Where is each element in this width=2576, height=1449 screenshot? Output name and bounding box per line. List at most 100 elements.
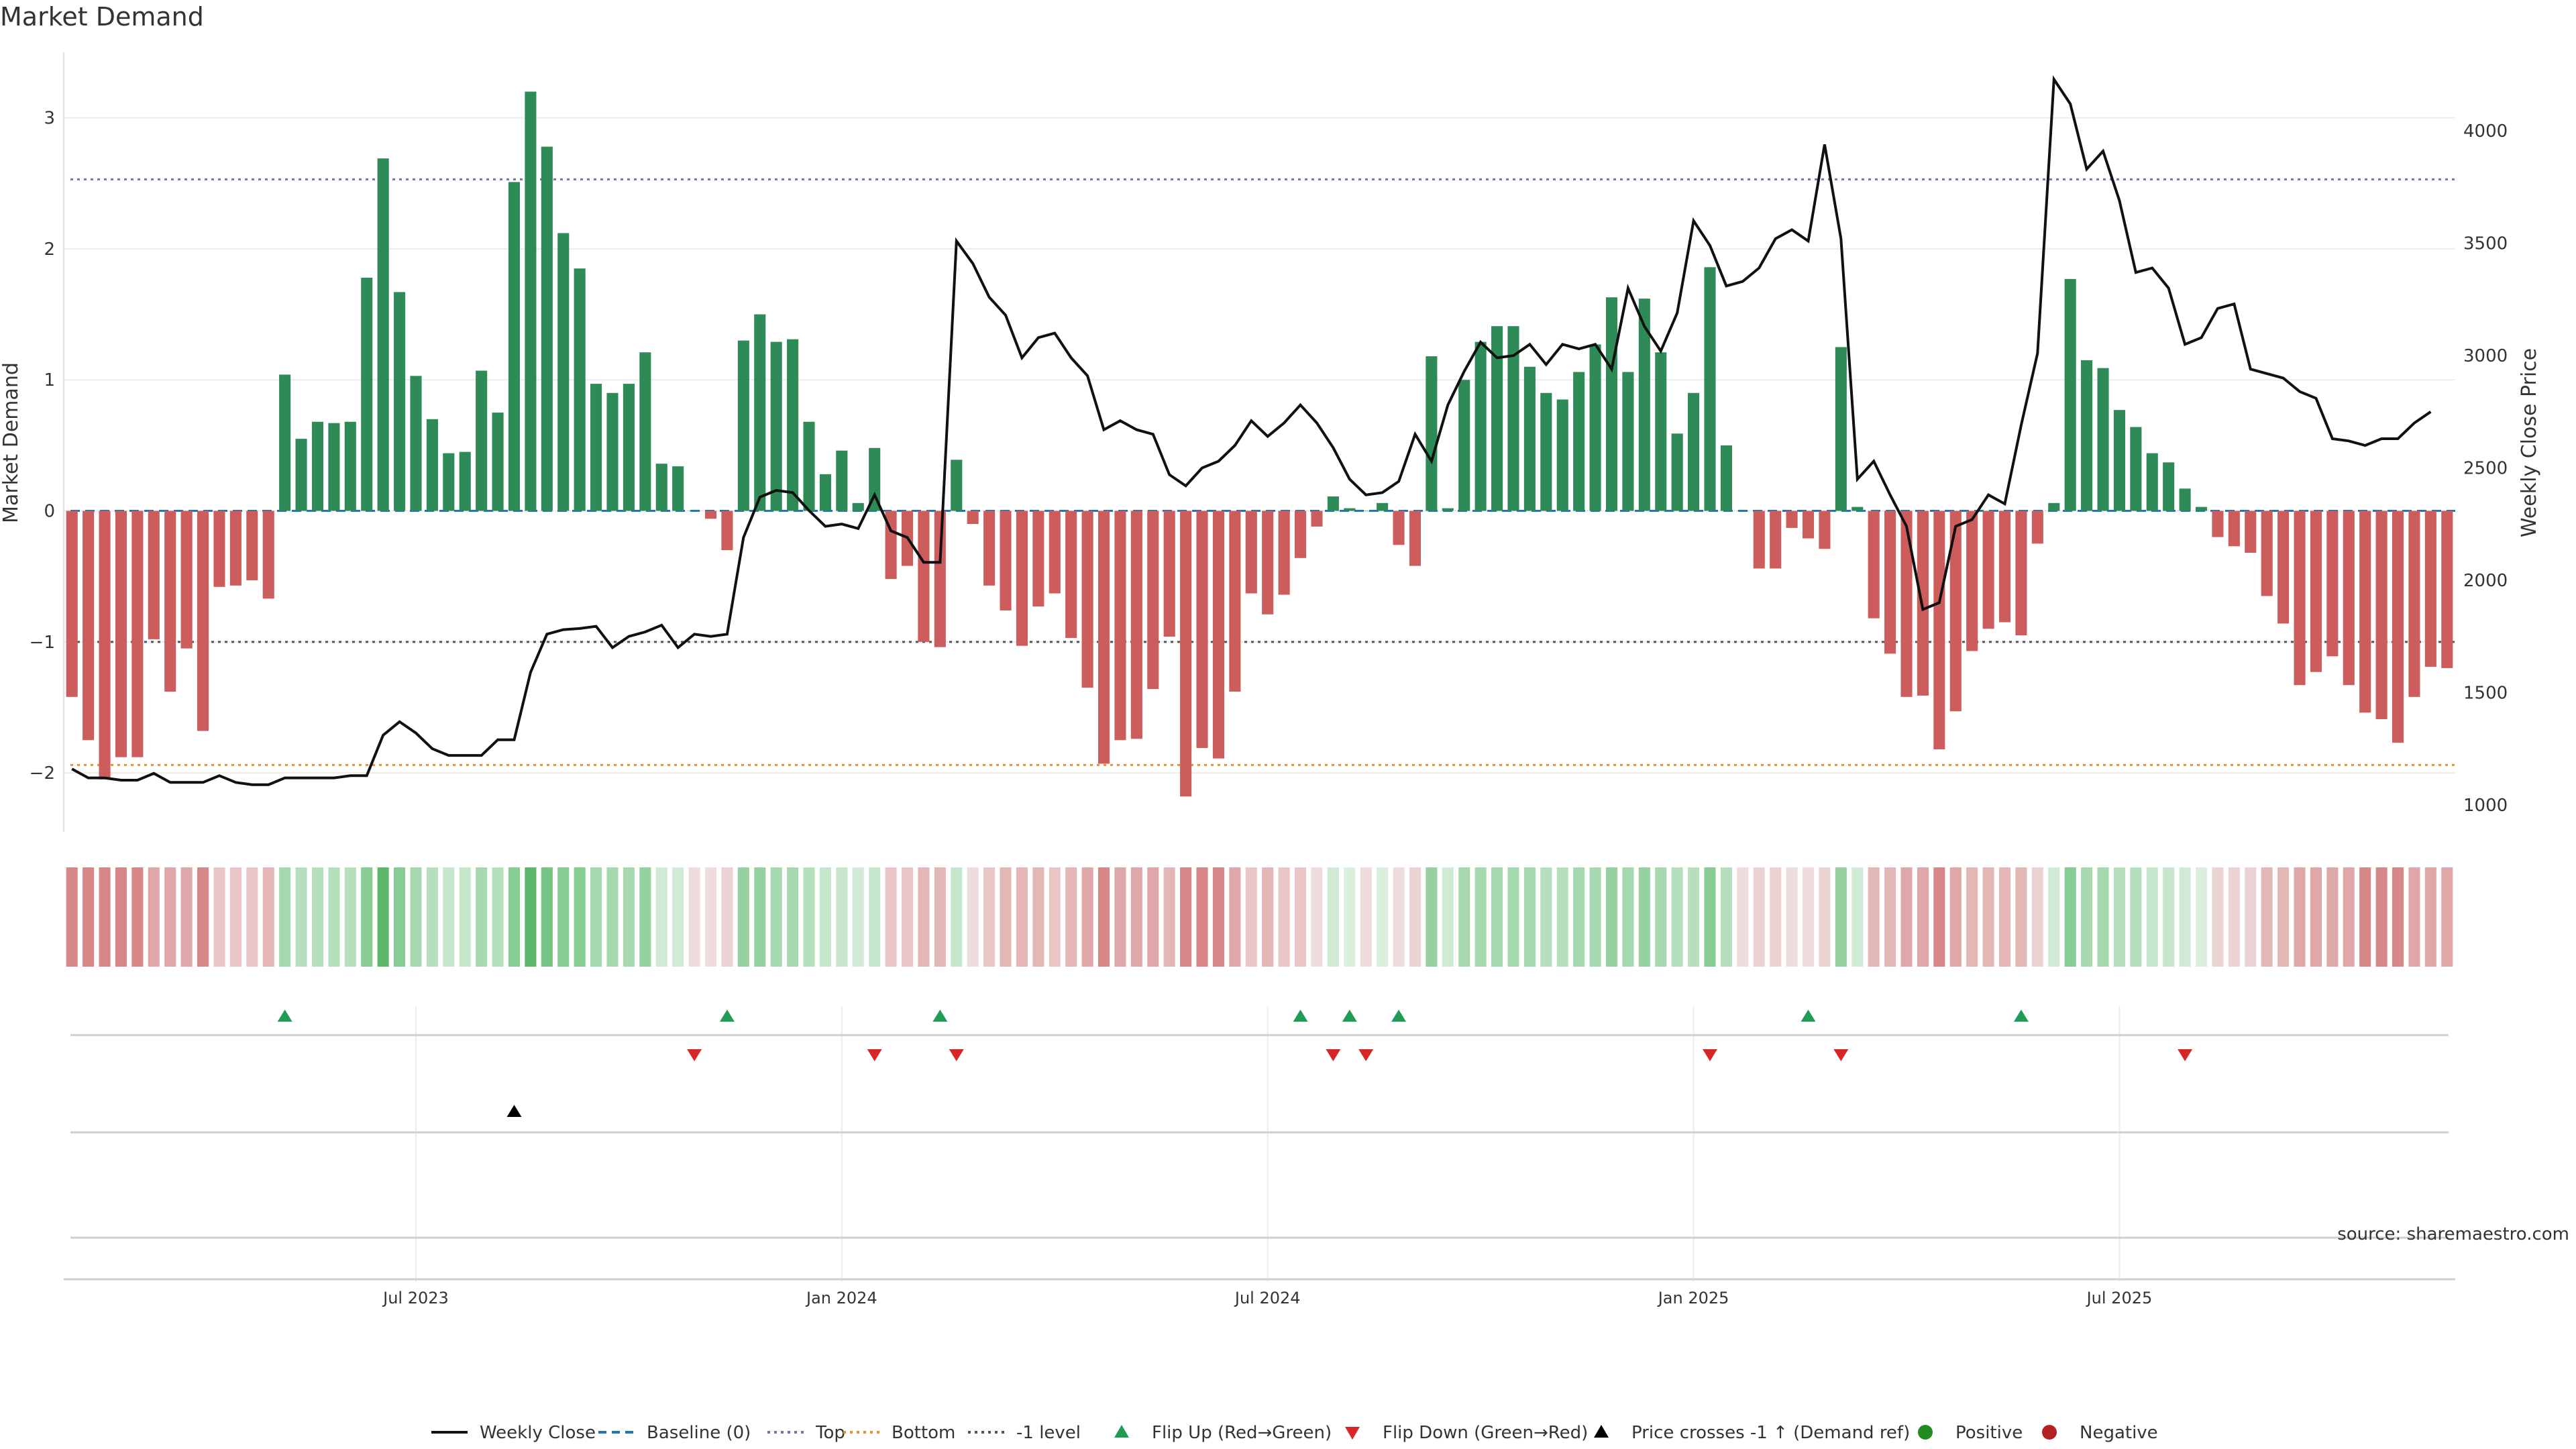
demand-bar: [1458, 380, 1470, 511]
demand-bar: [2261, 511, 2273, 596]
strip-cell: [361, 867, 373, 967]
demand-bar: [1163, 511, 1175, 637]
demand-bar: [1409, 511, 1421, 566]
flip-up-marker: [1801, 1010, 1816, 1022]
demand-bar: [1884, 511, 1896, 654]
strip-cell: [934, 867, 946, 967]
demand-bar: [1523, 366, 1536, 511]
strip-cell: [836, 867, 848, 967]
demand-bar: [885, 511, 897, 580]
demand-bar: [394, 292, 406, 511]
demand-bar: [1262, 511, 1274, 614]
demand-bar: [213, 511, 225, 587]
strip-cell: [508, 867, 521, 967]
demand-bar: [754, 314, 766, 511]
strip-cell: [2408, 867, 2420, 967]
demand-bar: [311, 421, 324, 511]
demand-bar: [1770, 511, 1782, 569]
strip-cell: [1212, 867, 1225, 967]
demand-bar: [2015, 511, 2027, 636]
demand-bar: [1327, 496, 1339, 511]
strip-cell: [590, 867, 602, 967]
demand-bar: [967, 511, 979, 525]
demand-bar: [2359, 511, 2371, 713]
strip-cell: [2212, 867, 2224, 967]
strip-cell: [1393, 867, 1405, 967]
x-tick-label: Jul 2023: [382, 1289, 449, 1307]
demand-bar: [1196, 511, 1208, 749]
strip-cell: [1049, 867, 1061, 967]
demand-bar: [229, 511, 241, 586]
strip-cell: [770, 867, 782, 967]
demand-bar: [1540, 392, 1552, 511]
strip-cell: [1016, 867, 1028, 967]
flip-down-marker: [867, 1049, 882, 1061]
strip-cell: [1442, 867, 1454, 967]
demand-bar: [836, 450, 848, 511]
demand-bars: [66, 91, 2453, 797]
legend-item: Positive: [1918, 1423, 2023, 1443]
demand-bar: [1900, 511, 1913, 697]
strip-cell: [1917, 867, 1929, 967]
demand-bar: [557, 233, 570, 511]
strip-cell: [1507, 867, 1519, 967]
demand-bar: [1491, 326, 1503, 511]
strip-cell: [1344, 867, 1356, 967]
strip-cell: [1688, 867, 1700, 967]
right-tick-label: 3000: [2463, 346, 2508, 366]
flip-up-marker: [932, 1010, 948, 1022]
flip-up-marker: [277, 1010, 292, 1022]
strip-cell: [1540, 867, 1552, 967]
demand-bar: [721, 511, 733, 551]
legend-label: Baseline (0): [647, 1423, 751, 1443]
demand-bar: [1311, 511, 1323, 527]
strip-cell: [1163, 867, 1175, 967]
demand-bar: [1065, 511, 1077, 638]
legend-label: Flip Down (Green→Red): [1383, 1423, 1588, 1443]
strip-cell: [246, 867, 258, 967]
demand-bar: [1753, 511, 1765, 569]
legend-label: Positive: [1955, 1423, 2023, 1443]
legend: Weekly Close Baseline (0) Top Bottom -1 leve…: [431, 1423, 2158, 1443]
demand-bar: [787, 339, 799, 511]
demand-bar: [1556, 399, 1568, 511]
strip-cell: [197, 867, 209, 967]
flip-down-marker: [2178, 1049, 2193, 1061]
reference-lines: [70, 178, 2455, 766]
x-tick-label: Jan 2024: [805, 1289, 877, 1307]
legend-item: Weekly Close: [431, 1423, 596, 1443]
demand-bar: [1426, 356, 1438, 511]
demand-bar: [951, 460, 963, 511]
strip-cell: [2179, 867, 2191, 967]
demand-bar: [1147, 511, 1159, 690]
strip-cell: [1229, 867, 1241, 967]
strip-cell: [344, 867, 356, 967]
demand-bar: [606, 392, 619, 511]
right-tick-label: 2000: [2463, 571, 2508, 591]
flip-up-marker: [1391, 1010, 1407, 1022]
strip-cell: [1868, 867, 1880, 967]
x-tick-label: Jul 2025: [2086, 1289, 2153, 1307]
dot-icon: [1918, 1425, 1933, 1440]
demand-bar: [279, 374, 291, 511]
demand-bar: [2179, 488, 2191, 511]
strip-cell: [1360, 867, 1372, 967]
flip-down-marker: [1833, 1049, 1849, 1061]
demand-bar: [443, 453, 455, 511]
demand-bar: [1819, 511, 1831, 549]
demand-bar: [328, 423, 340, 511]
strip-cell: [1278, 867, 1290, 967]
strip-cell: [2375, 867, 2387, 967]
demand-bar: [492, 413, 504, 511]
demand-bar: [2245, 511, 2257, 553]
strip-cell: [1786, 867, 1798, 967]
demand-bar: [819, 474, 831, 511]
strip-cell: [557, 867, 570, 967]
demand-bar: [737, 340, 749, 511]
strip-cell: [688, 867, 700, 967]
flip-down-marker: [687, 1049, 702, 1061]
strip-cell: [1245, 867, 1257, 967]
flip-up-marker: [1342, 1010, 1357, 1022]
demand-bar: [655, 464, 667, 511]
strip-cell: [1900, 867, 1913, 967]
